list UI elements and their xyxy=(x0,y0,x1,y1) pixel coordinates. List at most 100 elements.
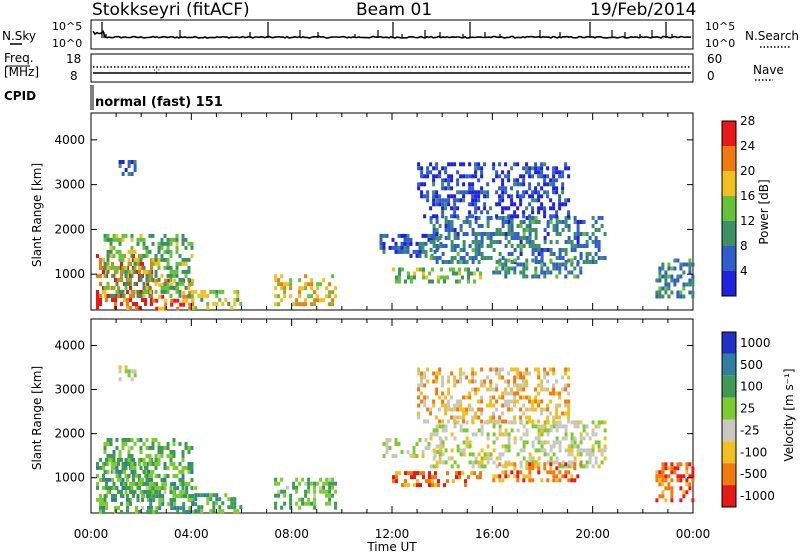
power-cell xyxy=(688,270,692,275)
power-cell xyxy=(435,162,439,167)
velocity-cell xyxy=(534,399,538,404)
power-cell xyxy=(175,269,179,274)
power-cell xyxy=(513,258,517,263)
velocity-cell xyxy=(145,454,149,458)
velocity-cell xyxy=(579,440,583,445)
power-cell xyxy=(480,166,484,171)
power-cell xyxy=(221,301,225,306)
power-cell xyxy=(403,245,407,250)
power-cell xyxy=(537,274,541,279)
power-cell xyxy=(322,298,326,303)
power-cell xyxy=(510,232,514,236)
power-cell xyxy=(676,294,680,299)
power-cell xyxy=(531,244,535,248)
power-cell xyxy=(133,249,137,254)
velocity-cell xyxy=(507,448,511,453)
velocity-cell xyxy=(534,464,538,469)
velocity-cell xyxy=(130,486,134,490)
velocity-cell xyxy=(456,464,460,469)
velocity-cell xyxy=(540,383,544,388)
power-cell xyxy=(546,194,550,199)
velocity-cell xyxy=(301,501,305,506)
velocity-cell xyxy=(667,486,671,491)
power-cell xyxy=(525,190,529,195)
velocity-cell xyxy=(446,471,449,476)
power-cell xyxy=(141,298,144,302)
velocity-cell xyxy=(124,438,128,442)
velocity-cell xyxy=(325,481,329,486)
velocity-cell xyxy=(298,497,302,502)
power-cell xyxy=(546,174,550,179)
power-cell xyxy=(576,274,580,279)
velocity-cell xyxy=(117,505,120,510)
power-cell xyxy=(130,245,134,250)
velocity-cell xyxy=(181,478,185,482)
power-cell xyxy=(441,260,445,264)
velocity-cell xyxy=(307,485,311,490)
velocity-cell xyxy=(585,460,589,465)
power-cell xyxy=(555,178,559,183)
velocity-cell xyxy=(492,403,496,408)
velocity-cell xyxy=(295,485,299,490)
velocity-ytick-label: 2000 xyxy=(54,427,85,441)
power-cell xyxy=(465,220,469,224)
velocity-cell xyxy=(111,461,114,466)
power-ytick-label: 2000 xyxy=(54,222,85,236)
power-cell xyxy=(570,248,574,252)
power-cell xyxy=(456,214,460,219)
velocity-cell xyxy=(543,452,547,457)
velocity-cell xyxy=(120,509,123,514)
velocity-cell xyxy=(549,456,553,461)
velocity-cell xyxy=(450,415,454,420)
power-cell xyxy=(510,252,514,256)
beam-title: Beam 01 xyxy=(356,0,432,20)
nave-tick-low: 0 xyxy=(707,69,715,83)
power-cell xyxy=(597,244,601,248)
velocity-cell xyxy=(537,375,541,380)
power-cell xyxy=(597,216,601,220)
power-cell xyxy=(163,265,167,270)
velocity-cell xyxy=(127,446,131,450)
velocity-cell xyxy=(480,407,484,412)
power-cell xyxy=(438,236,442,240)
velocity-cell xyxy=(540,424,544,429)
power-cell xyxy=(549,240,553,244)
velocity-cell xyxy=(543,466,547,471)
velocity-cell xyxy=(187,450,191,454)
velocity-cell xyxy=(187,498,191,502)
velocity-cell xyxy=(549,448,553,453)
velocity-cell xyxy=(573,478,577,483)
velocity-cell xyxy=(561,387,565,392)
power-cell xyxy=(103,293,107,298)
power-cell xyxy=(178,253,182,258)
power-cell xyxy=(534,244,538,248)
velocity-cell xyxy=(658,478,662,483)
velocity-cell xyxy=(434,483,437,488)
velocity-cell xyxy=(540,478,544,483)
power-cell xyxy=(477,166,481,171)
power-cell xyxy=(504,236,508,240)
velocity-cell xyxy=(462,428,466,433)
power-cell xyxy=(456,190,460,195)
velocity-cell xyxy=(552,419,556,424)
power-cell xyxy=(561,228,565,232)
velocity-cell xyxy=(179,482,183,487)
power-cell xyxy=(468,256,472,260)
velocity-cell xyxy=(480,383,484,388)
power-cell xyxy=(453,256,457,260)
power-cell xyxy=(444,224,448,228)
velocity-cell xyxy=(543,440,547,445)
power-cell xyxy=(289,282,293,287)
power-cell xyxy=(400,245,404,250)
velocity-cell xyxy=(492,411,496,416)
velocity-cell xyxy=(519,436,523,441)
power-cell xyxy=(145,249,149,254)
velocity-cell xyxy=(99,477,102,482)
velocity-cell xyxy=(525,466,529,471)
power-cell xyxy=(133,164,137,168)
velocity-cell xyxy=(516,383,520,388)
power-cell xyxy=(441,202,445,207)
velocity-cell xyxy=(175,494,179,498)
power-cell xyxy=(685,282,689,287)
